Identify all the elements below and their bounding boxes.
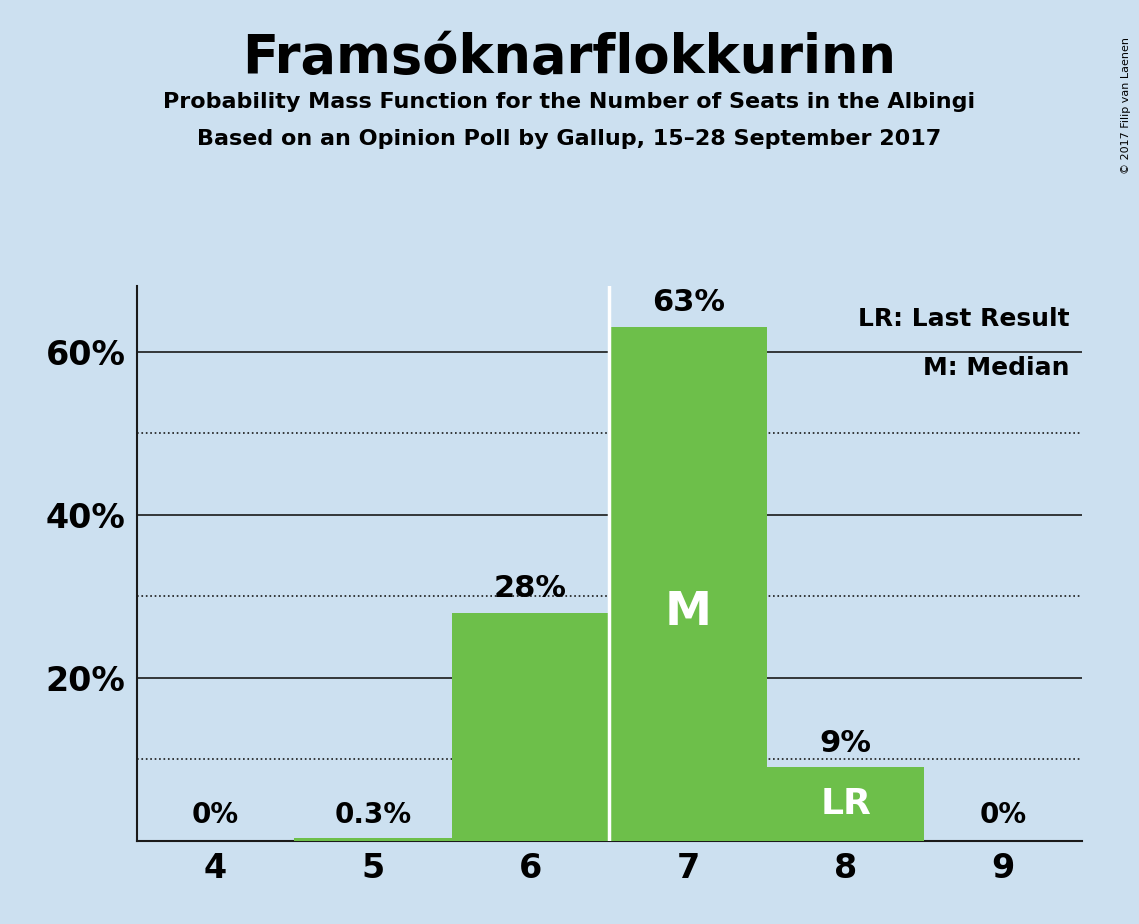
Text: LR: LR [820, 787, 871, 821]
Text: 0.3%: 0.3% [335, 800, 411, 829]
Text: Framsóknarflokkurinn: Framsóknarflokkurinn [243, 32, 896, 84]
Bar [294, 838, 452, 841]
Text: © 2017 Filip van Laenen: © 2017 Filip van Laenen [1121, 37, 1131, 174]
Text: M: M [665, 590, 712, 635]
Text: 0%: 0% [191, 800, 239, 829]
Text: 63%: 63% [652, 288, 724, 318]
Text: Based on an Opinion Poll by Gallup, 15–28 September 2017: Based on an Opinion Poll by Gallup, 15–2… [197, 129, 942, 150]
Bar [609, 327, 767, 841]
Text: 28%: 28% [494, 574, 567, 602]
Text: M: Median: M: Median [923, 356, 1070, 380]
Text: 0%: 0% [980, 800, 1027, 829]
Bar [767, 768, 925, 841]
Text: Probability Mass Function for the Number of Seats in the Albingi: Probability Mass Function for the Number… [163, 92, 976, 113]
Text: 9%: 9% [820, 729, 871, 758]
Text: LR: Last Result: LR: Last Result [858, 307, 1070, 331]
Bar [452, 613, 609, 841]
